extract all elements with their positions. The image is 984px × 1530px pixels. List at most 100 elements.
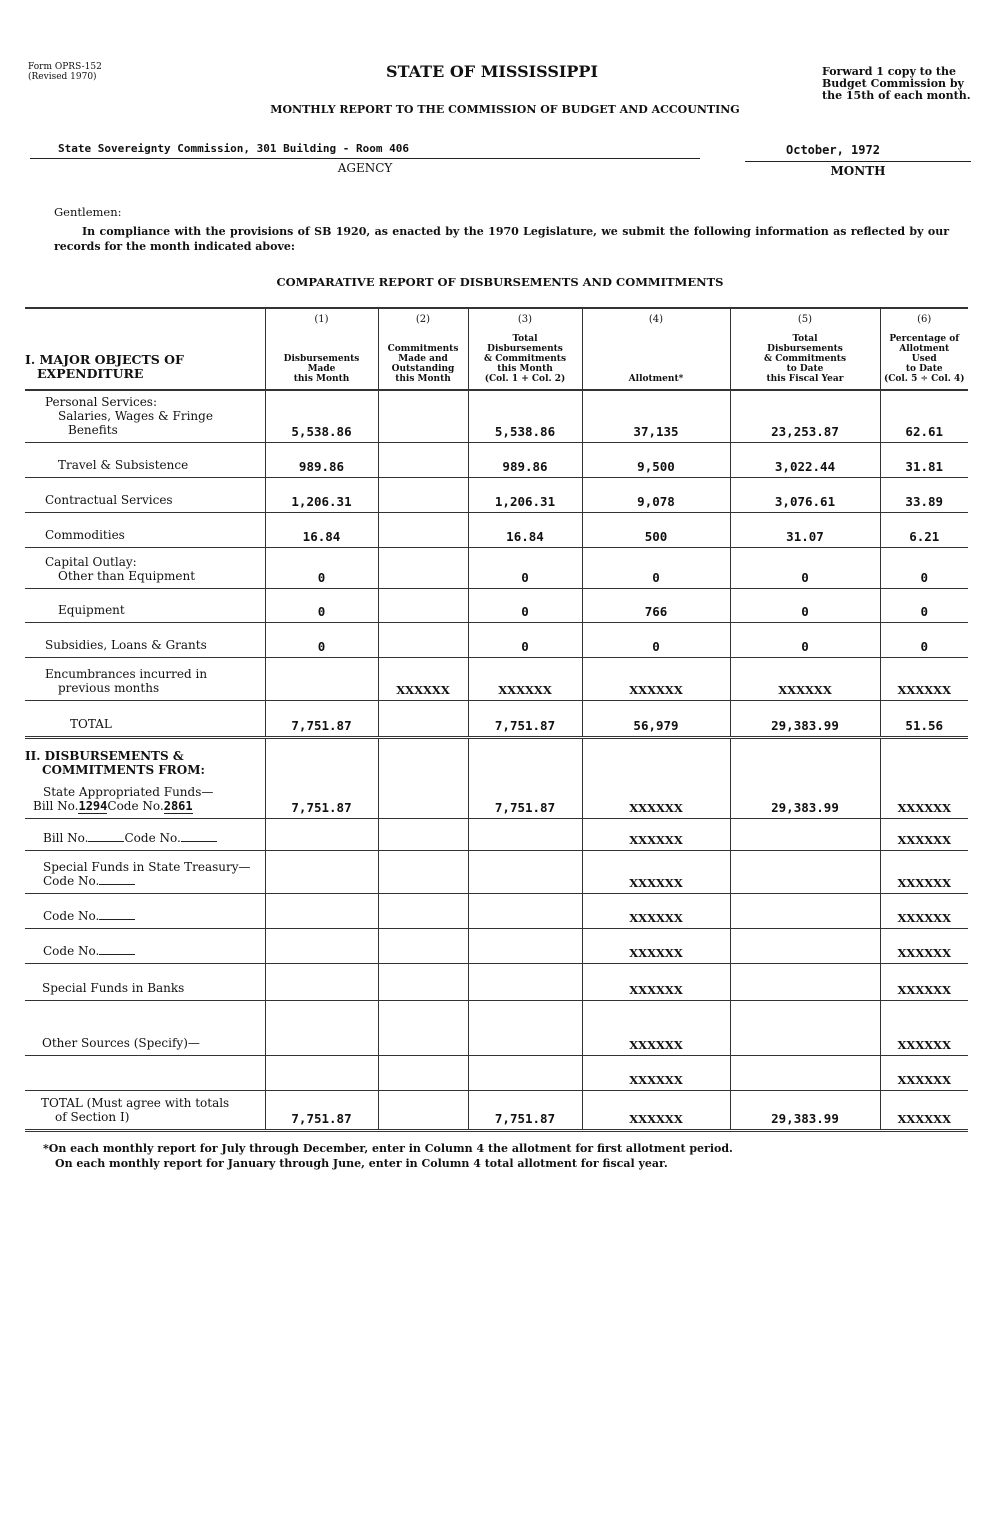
- cell-col-6: 0: [879, 588, 968, 622]
- cell-col-4: XXXXXX: [581, 818, 730, 850]
- column-label-line: Disbursements: [767, 344, 843, 354]
- cell-col-3: 1,206.31: [467, 477, 582, 512]
- agency-underline: [30, 158, 700, 159]
- cell-col-4: 0: [581, 622, 730, 657]
- row-label-line: Contractual Services: [45, 492, 173, 507]
- row-label-line: Code No.: [25, 909, 265, 923]
- column-label: Total Disbursements & Commitments to Date th…: [731, 334, 880, 384]
- letter-body: In compliance with the provisions of SB …: [54, 225, 949, 253]
- cell-col-3: 989.86: [467, 442, 582, 477]
- cell-col-3: 0: [467, 547, 582, 588]
- row-label-line: Encumbrances incurred in: [45, 666, 208, 681]
- cell-col-6: XXXXXX: [879, 1055, 968, 1090]
- row-label: II. DISBURSEMENTS & COMMITMENTS FROM: Stat…: [25, 737, 265, 818]
- code-number-field[interactable]: [180, 831, 217, 842]
- column-label-line: & Commitments: [763, 354, 847, 364]
- form-revision: (Revised 1970): [28, 72, 97, 82]
- column-number: (3): [517, 314, 533, 325]
- row-label-line: previous months: [58, 680, 160, 695]
- cell-col-5: [729, 1000, 880, 1055]
- cell-col-2: [377, 963, 468, 1000]
- bill-number-field[interactable]: [88, 831, 125, 842]
- code-number-field[interactable]: [99, 944, 136, 955]
- code-number-field[interactable]: 2861: [163, 798, 193, 814]
- column-label-line: Disbursements: [283, 354, 360, 364]
- column-header-6: (6) Percentage of Allotment Used to Date (Col…: [879, 308, 968, 390]
- column-label-line: Total: [792, 334, 818, 344]
- table-row: TOTAL (Must agree with totals of Section …: [25, 1090, 968, 1130]
- table-row: Special Funds in State Treasury— Code No.…: [25, 850, 968, 893]
- row-label: Code No.: [25, 893, 265, 928]
- column-label-line: Disbursements: [487, 344, 563, 354]
- cell-col-5: 23,253.87: [729, 390, 880, 442]
- column-number: (2): [415, 314, 431, 325]
- column-label: Total Disbursements & Commitments this Mont…: [469, 334, 582, 384]
- cell-col-3: [467, 893, 582, 928]
- column-label-line: Made and: [398, 354, 448, 364]
- column-label-line: Allotment: [899, 344, 950, 354]
- heading-line: I. MAJOR OBJECTS OF: [25, 352, 184, 367]
- cell-col-4: 56,979: [581, 700, 730, 737]
- cell-col-5: 0: [729, 622, 880, 657]
- cell-col-2: [377, 818, 468, 850]
- bill-label: Code No.: [43, 873, 100, 888]
- cell-col-3: 5,538.86: [467, 390, 582, 442]
- cell-col-3: 16.84: [467, 512, 582, 547]
- cell-col-1: 7,751.87: [264, 737, 378, 818]
- column-header-2: (2) Commitments Made and Outstanding this Mo…: [377, 308, 468, 390]
- row-label-line: TOTAL: [70, 716, 112, 731]
- row-label: Equipment: [25, 588, 265, 622]
- cell-col-4: XXXXXX: [581, 850, 730, 893]
- table-row: II. DISBURSEMENTS & COMMITMENTS FROM: Stat…: [25, 737, 968, 818]
- row-label-line: Subsidies, Loans & Grants: [45, 637, 207, 652]
- cell-col-5: 29,383.99: [729, 1090, 880, 1130]
- cell-col-5: 31.07: [729, 512, 880, 547]
- row-label-line: Special Funds in Banks: [42, 980, 185, 995]
- column-label-line: Outstanding: [391, 364, 455, 374]
- row-label-line: TOTAL (Must agree with totals: [41, 1095, 230, 1110]
- row-label: Subsidies, Loans & Grants: [25, 622, 265, 657]
- cell-col-1: [264, 893, 378, 928]
- code-label: Code No.: [124, 830, 181, 845]
- cell-col-5: [729, 928, 880, 963]
- table-row: TOTAL 7,751.87 7,751.87 56,979 29,383.99 51.5…: [25, 700, 968, 737]
- cell-col-4: 37,135: [581, 390, 730, 442]
- table-row: Contractual Services 1,206.31 1,206.31 9,07…: [25, 477, 968, 512]
- cell-col-5: 29,383.99: [729, 737, 880, 818]
- cell-col-3: 0: [467, 622, 582, 657]
- cell-col-4: XXXXXX: [581, 963, 730, 1000]
- forward-note-line: the 15th of each month.: [822, 89, 971, 102]
- column-label-line: Commitments: [387, 344, 459, 354]
- cell-col-4: XXXXXX: [581, 1090, 730, 1130]
- cell-col-5: [729, 1055, 880, 1090]
- cell-col-4: XXXXXX: [581, 737, 730, 818]
- table-row: Encumbrances incurred in previous months X…: [25, 657, 968, 700]
- cell-col-2: [377, 477, 468, 512]
- cell-col-1: [264, 657, 378, 700]
- cell-col-1: 1,206.31: [264, 477, 378, 512]
- cell-col-6: 0: [879, 547, 968, 588]
- bill-number-field[interactable]: 1294: [78, 798, 108, 814]
- cell-col-6: XXXXXX: [879, 928, 968, 963]
- row-label-line: Benefits: [68, 422, 118, 437]
- cell-col-1: 7,751.87: [264, 700, 378, 737]
- code-number-field[interactable]: [99, 874, 136, 885]
- bill-label: Code No.: [43, 908, 100, 923]
- forward-note-line: Forward 1 copy to the: [822, 65, 957, 78]
- column-number: (4): [648, 314, 664, 325]
- column-header-1: (1) Disbursements Made this Month: [264, 308, 378, 390]
- row-label-line: of Section I): [55, 1109, 130, 1124]
- cell-col-6: XXXXXX: [879, 893, 968, 928]
- row-label: Commodities: [25, 512, 265, 547]
- cell-col-1: [264, 1000, 378, 1055]
- row-label-line: Other than Equipment: [58, 568, 196, 583]
- footnote-line: On each monthly report for January throu…: [55, 1157, 668, 1170]
- row-label: Encumbrances incurred in previous months: [25, 657, 265, 700]
- cell-col-3: 7,751.87: [467, 737, 582, 818]
- cell-col-2: [377, 588, 468, 622]
- column-label: Disbursements Made this Month: [266, 354, 378, 384]
- code-number-field[interactable]: [99, 909, 136, 920]
- row-label: TOTAL: [25, 700, 265, 737]
- cell-col-5: 3,022.44: [729, 442, 880, 477]
- cell-col-4: XXXXXX: [581, 1000, 730, 1055]
